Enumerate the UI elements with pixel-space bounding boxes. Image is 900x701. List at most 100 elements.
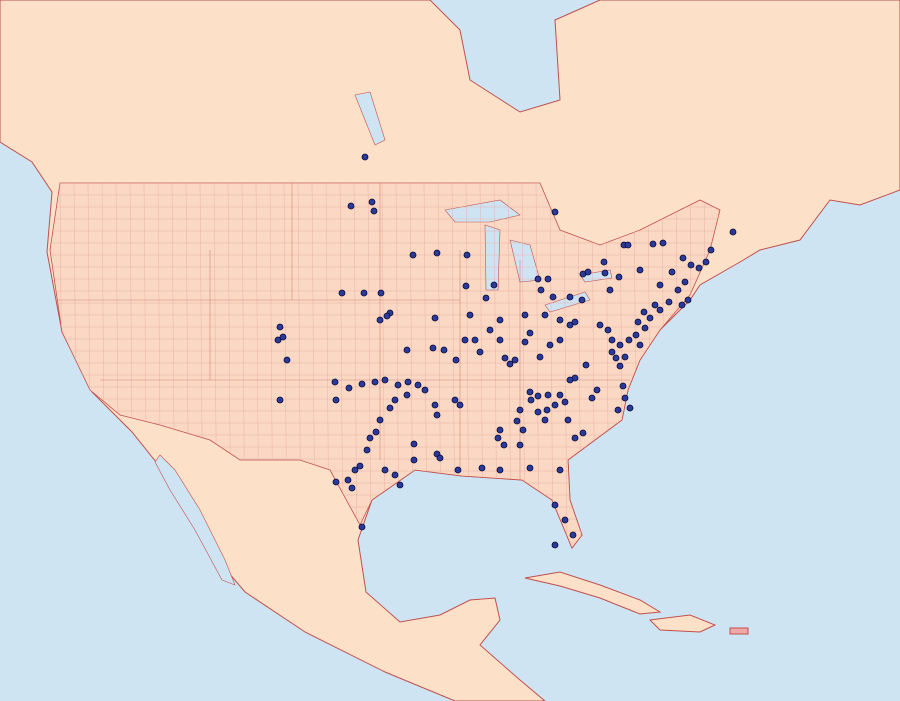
occurrence-dot <box>471 336 479 344</box>
occurrence-dot <box>433 411 441 419</box>
occurrence-dot <box>482 294 490 302</box>
occurrence-dot <box>386 404 394 412</box>
occurrence-dot <box>556 316 564 324</box>
occurrence-dot <box>571 318 579 326</box>
occurrence-dot <box>332 396 340 404</box>
occurrence-dot <box>656 281 664 289</box>
occurrence-dot <box>404 378 412 386</box>
occurrence-dot <box>360 289 368 297</box>
occurrence-dot <box>486 326 494 334</box>
occurrence-dot <box>679 254 687 262</box>
occurrence-dot <box>687 261 695 269</box>
occurrence-dot <box>534 408 542 416</box>
occurrence-dot <box>348 484 356 492</box>
cuba <box>524 571 662 615</box>
occurrence-dot <box>579 429 587 437</box>
occurrence-dot <box>582 361 590 369</box>
occurrence-dot <box>612 354 620 362</box>
occurrence-dot <box>646 314 654 322</box>
occurrence-dot <box>429 344 437 352</box>
occurrence-dot <box>695 264 703 272</box>
occurrence-dot <box>516 406 524 414</box>
occurrence-points <box>274 153 737 549</box>
lake-winnipeg <box>354 91 386 146</box>
occurrence-dot <box>519 426 527 434</box>
occurrence-dot <box>461 336 469 344</box>
occurrence-dot <box>396 481 404 489</box>
occurrence-dot <box>436 454 444 462</box>
occurrence-dot <box>656 306 664 314</box>
occurrence-dot <box>588 394 596 402</box>
occurrence-dot <box>681 278 689 286</box>
occurrence-dot <box>276 323 284 331</box>
occurrence-dot <box>615 273 623 281</box>
occurrence-dot <box>516 441 524 449</box>
occurrence-dot <box>358 380 366 388</box>
occurrence-dot <box>381 376 389 384</box>
occurrence-dot <box>684 296 692 304</box>
occurrence-dot <box>377 289 385 297</box>
occurrence-dot <box>566 321 574 329</box>
occurrence-dot <box>403 391 411 399</box>
occurrence-dot <box>521 338 529 346</box>
occurrence-dot <box>283 356 291 364</box>
occurrence-dot <box>541 416 549 424</box>
occurrence-dot <box>454 466 462 474</box>
occurrence-dot <box>561 398 569 406</box>
occurrence-dot <box>551 401 559 409</box>
occurrence-dot <box>391 396 399 404</box>
occurrence-dot <box>624 241 632 249</box>
occurrence-dot <box>551 541 559 549</box>
occurrence-dot <box>368 198 376 206</box>
occurrence-dot <box>534 392 542 400</box>
occurrence-dot <box>619 382 627 390</box>
occurrence-dot <box>674 286 682 294</box>
occurrence-dot <box>566 376 574 384</box>
occurrence-dot <box>383 312 391 320</box>
occurrence-dot <box>394 381 402 389</box>
occurrence-dot <box>601 269 609 277</box>
occurrence-dot <box>702 258 710 266</box>
occurrence-dot <box>332 478 340 486</box>
occurrence-dot <box>596 321 604 329</box>
occurrence-dot <box>593 386 601 394</box>
occurrence-dot <box>506 360 514 368</box>
occurrence-dot <box>276 396 284 404</box>
occurrence-dot <box>440 346 448 354</box>
occurrence-dot <box>678 301 686 309</box>
occurrence-dot <box>556 391 564 399</box>
occurrence-dot <box>410 440 418 448</box>
occurrence-dot <box>546 341 554 349</box>
occurrence-dot <box>496 426 504 434</box>
occurrence-dot <box>608 348 616 356</box>
occurrence-dot <box>451 396 459 404</box>
occurrence-dot <box>500 441 508 449</box>
occurrence-dot <box>331 378 339 386</box>
occurrence-dot <box>616 341 624 349</box>
occurrence-dot <box>707 246 715 254</box>
occurrence-dot <box>410 456 418 464</box>
occurrence-dot <box>370 207 378 215</box>
occurrence-dot <box>614 406 622 414</box>
occurrence-dot <box>729 228 737 236</box>
occurrence-dot <box>549 293 557 301</box>
occurrence-dot <box>376 316 384 324</box>
occurrence-dot <box>604 326 612 334</box>
occurrence-dot <box>372 428 380 436</box>
occurrence-dot <box>541 311 549 319</box>
occurrence-dot <box>551 501 559 509</box>
occurrence-dot <box>526 388 534 396</box>
occurrence-dot <box>496 336 504 344</box>
occurrence-dot <box>344 476 352 484</box>
us-region <box>49 182 721 549</box>
occurrence-dot <box>569 531 577 539</box>
occurrence-dot <box>501 354 509 362</box>
gulf-of-california <box>154 454 236 586</box>
occurrence-dot <box>391 471 399 479</box>
occurrence-dot <box>534 275 542 283</box>
occurrence-dot <box>478 464 486 472</box>
occurrence-dot <box>571 434 579 442</box>
occurrence-dot <box>606 286 614 294</box>
occurrence-dot <box>452 356 460 364</box>
